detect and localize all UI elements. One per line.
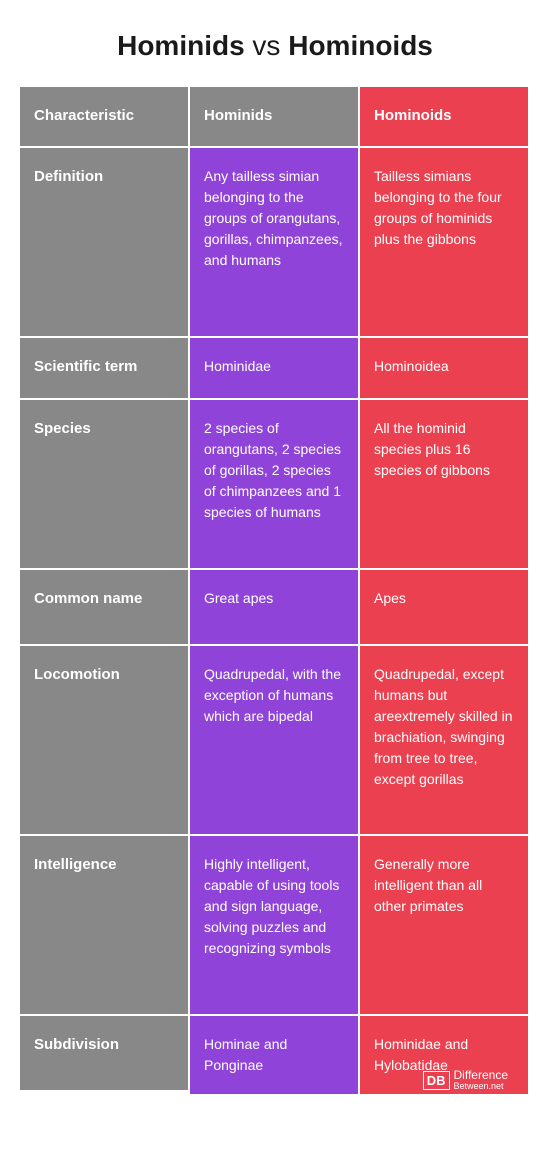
header-hominoids: Hominoids (360, 87, 530, 148)
row-label-subdivision: Subdivision (20, 1016, 190, 1092)
cell-hominoids-definition: Tailless simians belonging to the four g… (360, 148, 530, 338)
cell-hominoids-locomotion: Quadrupedal, except humans but areextrem… (360, 646, 530, 836)
row-label-intelligence: Intelligence (20, 836, 190, 1016)
cell-hominoids-species: All the hominid species plus 16 species … (360, 400, 530, 570)
cell-hominids-common-name: Great apes (190, 570, 360, 646)
row-label-definition: Definition (20, 148, 190, 338)
logo-line2: Between.net (454, 1082, 508, 1091)
logo-badge: DB (423, 1071, 450, 1090)
cell-hominids-scientific-term: Hominidae (190, 338, 360, 400)
site-logo: DB Difference Between.net (423, 1069, 508, 1091)
column-hominids: Hominids Any tailless simian belonging t… (190, 87, 360, 1096)
row-label-common-name: Common name (20, 570, 190, 646)
row-label-scientific-term: Scientific term (20, 338, 190, 400)
logo-text: Difference Between.net (454, 1069, 508, 1091)
cell-hominids-species: 2 species of orangutans, 2 species of go… (190, 400, 360, 570)
page-title: Hominids vs Hominoids (20, 30, 530, 62)
cell-hominids-locomotion: Quadrupedal, with the exception of human… (190, 646, 360, 836)
title-right: Hominoids (288, 30, 433, 61)
cell-hominids-intelligence: Highly intelligent, capable of using too… (190, 836, 360, 1016)
title-left: Hominids (117, 30, 245, 61)
row-label-species: Species (20, 400, 190, 570)
page: Hominids vs Hominoids Characteristic Def… (0, 0, 550, 1116)
cell-hominoids-common-name: Apes (360, 570, 530, 646)
row-label-locomotion: Locomotion (20, 646, 190, 836)
title-vs: vs (245, 30, 289, 61)
column-characteristic: Characteristic Definition Scientific ter… (20, 87, 190, 1096)
comparison-table: Characteristic Definition Scientific ter… (20, 87, 530, 1096)
cell-hominids-definition: Any tailless simian belonging to the gro… (190, 148, 360, 338)
cell-hominoids-intelligence: Generally more intelligent than all othe… (360, 836, 530, 1016)
header-hominids: Hominids (190, 87, 360, 148)
header-characteristic: Characteristic (20, 87, 190, 148)
cell-hominids-subdivision: Hominae and Ponginae (190, 1016, 360, 1096)
column-hominoids: Hominoids Tailless simians belonging to … (360, 87, 530, 1096)
cell-hominoids-scientific-term: Hominoidea (360, 338, 530, 400)
